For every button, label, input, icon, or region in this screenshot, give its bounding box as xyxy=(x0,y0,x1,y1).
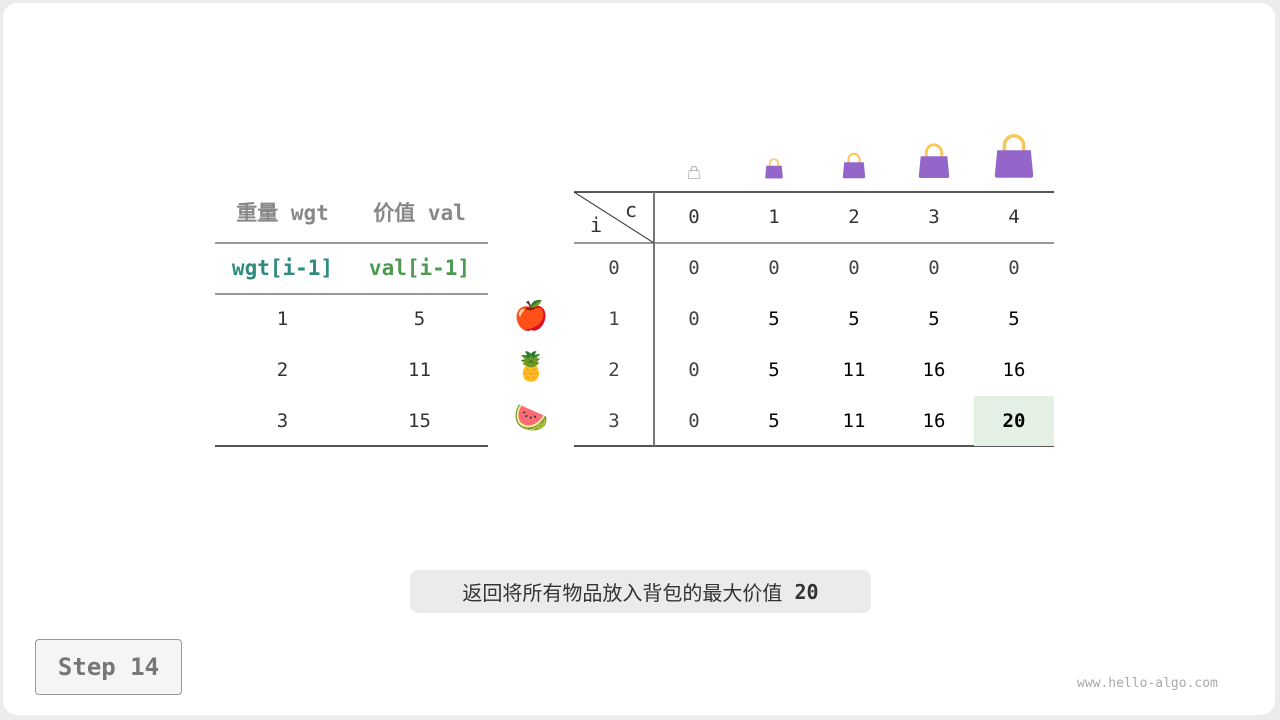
dp-cell: 11 xyxy=(842,410,866,432)
bag-icon xyxy=(894,125,974,179)
dp-cell: 16 xyxy=(922,410,946,432)
bag-icon xyxy=(654,125,734,179)
dp-cell: 0 xyxy=(688,359,700,381)
row-index: 3 xyxy=(608,410,620,432)
dp-cell: 11 xyxy=(842,359,866,381)
dp-cell: 0 xyxy=(848,257,860,279)
watermelon-icon: 🍉 xyxy=(513,401,549,434)
divider xyxy=(653,192,655,446)
value-cell: 15 xyxy=(408,410,431,432)
caption-text: 返回将所有物品放入背包的最大价值 xyxy=(462,581,783,605)
dp-cell: 0 xyxy=(1008,257,1020,279)
corner-diagonal xyxy=(574,192,654,243)
subheader-wgt: wgt[i-1] xyxy=(231,256,334,280)
weight-cell: 1 xyxy=(276,308,289,330)
bag-icon xyxy=(974,125,1054,179)
header-value: 价值 val xyxy=(373,201,466,225)
divider xyxy=(215,293,488,295)
row-index: 0 xyxy=(608,257,620,279)
corner-row-label: i xyxy=(590,213,603,237)
weight-cell: 2 xyxy=(276,359,289,381)
capacity-header: 1 xyxy=(768,206,780,228)
header-weight: 重量 wgt xyxy=(236,201,329,225)
dp-cell: 16 xyxy=(1002,359,1026,381)
step-button[interactable]: Step 14 xyxy=(35,639,182,695)
apple-icon: 🍎 xyxy=(513,299,549,332)
value-cell: 5 xyxy=(413,308,426,330)
watermark: www.hello-algo.com xyxy=(1077,676,1218,691)
bag-icon xyxy=(734,125,814,179)
divider xyxy=(215,242,488,244)
dp-cell: 0 xyxy=(928,257,940,279)
row-index: 1 xyxy=(608,308,620,330)
caption-value: 20 xyxy=(794,579,819,604)
divider xyxy=(574,242,1054,244)
dp-cell: 0 xyxy=(688,257,700,279)
dp-cell: 0 xyxy=(688,308,700,330)
dp-cell: 0 xyxy=(688,410,700,432)
dp-cell: 5 xyxy=(768,410,780,432)
bag-icon xyxy=(814,125,894,179)
weight-cell: 3 xyxy=(276,410,289,432)
subheader-val: val[i-1] xyxy=(368,256,471,280)
divider xyxy=(574,445,1054,447)
value-cell: 11 xyxy=(408,359,431,381)
dp-cell: 5 xyxy=(768,308,780,330)
dp-cell: 5 xyxy=(1008,308,1020,330)
row-index: 2 xyxy=(608,359,620,381)
caption: 返回将所有物品放入背包的最大价值 20 xyxy=(410,570,871,613)
divider xyxy=(215,445,488,447)
dp-cell: 5 xyxy=(928,308,940,330)
dp-cell: 0 xyxy=(768,257,780,279)
dp-cell: 20 xyxy=(974,396,1054,446)
corner-col-label: c xyxy=(625,198,638,222)
capacity-header: 4 xyxy=(1008,206,1020,228)
pineapple-icon: 🍍 xyxy=(513,350,549,383)
dp-cell: 16 xyxy=(922,359,946,381)
capacity-header: 2 xyxy=(848,206,860,228)
dp-cell: 5 xyxy=(768,359,780,381)
capacity-header: 3 xyxy=(928,206,940,228)
divider xyxy=(574,191,1054,193)
capacity-header: 0 xyxy=(688,206,700,228)
dp-cell: 5 xyxy=(848,308,860,330)
